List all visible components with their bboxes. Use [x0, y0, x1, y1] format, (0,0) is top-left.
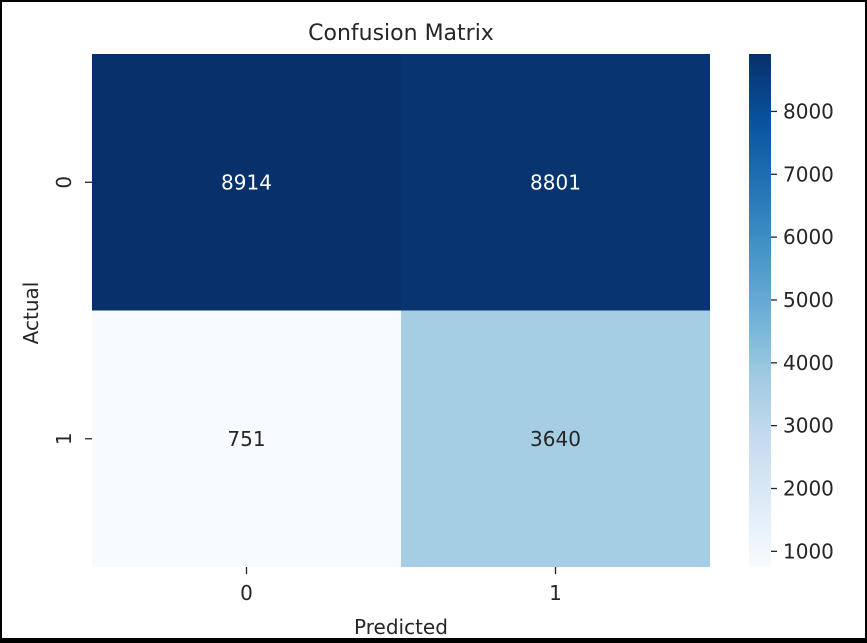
- colorbar-tick-label: 4000: [783, 351, 834, 375]
- x-tick-label: 1: [549, 581, 562, 605]
- heatmap-cells: [92, 54, 710, 567]
- colorbar-tick-label: 7000: [783, 162, 834, 186]
- colorbar-tick-label: 3000: [783, 414, 834, 438]
- cell-value-label: 8914: [221, 170, 272, 194]
- heatmap-cell: [92, 310, 401, 567]
- y-tick-label: 0: [52, 176, 76, 189]
- colorbar-tick-label: 1000: [783, 539, 834, 563]
- y-tick-label: 1: [52, 432, 76, 445]
- y-axis-ticks: 01: [52, 176, 92, 445]
- colorbar-tick-label: 2000: [783, 477, 834, 501]
- colorbar-ticks: 1000 2000 3000 4000 5000 6000 7000 8000: [771, 99, 834, 563]
- heatmap-cell: [401, 54, 710, 311]
- y-axis-label: Actual: [19, 282, 43, 345]
- heatmap-cell: [401, 310, 710, 567]
- chart-title: Confusion Matrix: [308, 21, 494, 46]
- cell-value-label: 8801: [530, 170, 581, 194]
- colorbar-tick-label: 8000: [783, 99, 834, 123]
- colorbar-tick-label: 6000: [783, 225, 834, 249]
- x-tick-label: 0: [240, 581, 253, 605]
- colorbar: [749, 54, 771, 567]
- cell-value-label: 3640: [530, 427, 581, 451]
- heatmap-cell: [92, 54, 401, 311]
- cell-value-label: 751: [227, 427, 265, 451]
- heatmap-annotations: 8914 8801 751 3640: [221, 170, 581, 451]
- colorbar-tick-label: 5000: [783, 288, 834, 312]
- x-axis-label: Predicted: [354, 615, 448, 638]
